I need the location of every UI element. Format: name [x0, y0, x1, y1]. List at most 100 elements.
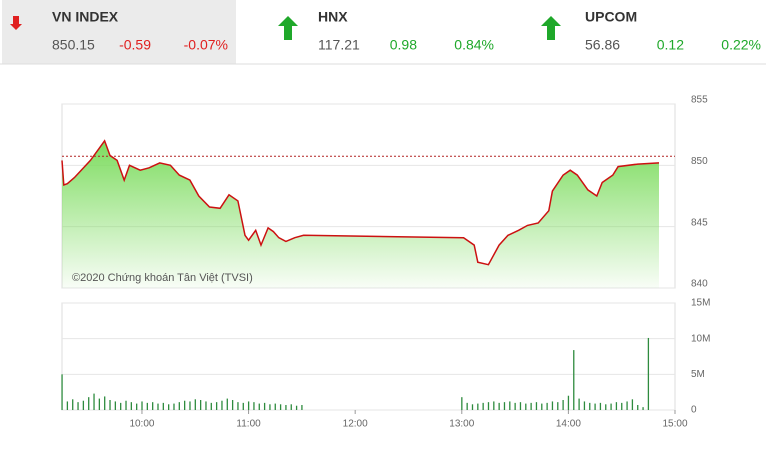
volume-bar	[77, 402, 79, 410]
volume-bar	[263, 402, 266, 410]
volume-bar	[269, 404, 271, 410]
volume-bar	[487, 402, 490, 410]
volume-bar	[125, 400, 127, 410]
volume-bar	[114, 401, 117, 410]
volume-bar	[583, 401, 586, 410]
volume-bar	[205, 401, 207, 410]
volume-bar	[503, 402, 506, 410]
volume-bar	[578, 398, 580, 410]
volume-bar	[295, 405, 298, 410]
volume-bar	[541, 403, 543, 410]
volume-bar	[594, 403, 596, 410]
index-change: 0.98	[390, 37, 417, 53]
volume-bar	[610, 403, 612, 410]
y-tick-label: 840	[691, 279, 708, 290]
volume-bar	[221, 400, 223, 410]
y-tick-label: 0	[691, 405, 697, 416]
y-tick-label: 5M	[691, 369, 705, 380]
x-tick-label: 11:00	[236, 419, 261, 430]
volume-bar	[599, 402, 602, 410]
volume-bar	[525, 403, 527, 410]
price-line	[61, 139, 660, 266]
volume-bar	[61, 374, 63, 410]
volume-bar	[626, 401, 628, 410]
index-change: -0.59	[119, 37, 151, 53]
volume-bar	[184, 400, 186, 410]
y-tick-label: 10M	[691, 333, 710, 344]
charts: 840 845 850 855 ©2020 Chứng khoán Tân Việt (…	[61, 95, 710, 430]
index-box-active[interactable]	[2, 0, 236, 64]
index-name: VN INDEX	[52, 9, 119, 25]
volume-bar	[237, 402, 239, 410]
index-percent: 0.22%	[721, 37, 761, 53]
header: VN INDEX 850.15 -0.59 -0.07% HNX 117.21 0.98 0.…	[52, 9, 761, 53]
x-tick-label: 10:00	[129, 419, 154, 430]
volume-bar	[562, 400, 564, 410]
index-percent: -0.07%	[184, 37, 228, 53]
volume-bar	[530, 402, 532, 410]
volume-bar	[498, 402, 500, 410]
up-arrow	[541, 16, 561, 40]
volume-bar	[301, 405, 303, 410]
volume-bar	[637, 405, 639, 410]
volume-bar	[247, 401, 250, 410]
volume-bar	[98, 398, 101, 410]
volume-bar	[178, 402, 180, 410]
volume-bar	[104, 396, 106, 410]
volume-bar	[189, 401, 191, 410]
volume-bar	[535, 402, 538, 410]
volume-bar	[152, 402, 154, 410]
volume-bar	[231, 400, 234, 410]
volume-bar	[482, 402, 484, 410]
volume-bar	[226, 398, 228, 410]
volume-bar	[157, 403, 159, 410]
volume-bar	[557, 402, 559, 410]
y-tick-label: 850	[691, 156, 708, 167]
volume-bar	[514, 402, 516, 410]
volume-bar	[141, 401, 143, 410]
volume-bar	[631, 399, 634, 410]
volume-bar	[551, 401, 554, 410]
volume-bar	[253, 402, 255, 410]
volume-bar	[285, 405, 287, 410]
volume-bar	[72, 399, 74, 410]
volume-bar	[66, 401, 69, 410]
volume-bar	[621, 402, 623, 410]
index-percent: 0.84%	[454, 37, 494, 53]
volume-bar	[477, 403, 479, 410]
index-name: HNX	[318, 9, 348, 25]
volume-bar	[546, 402, 548, 410]
volume-bar	[589, 402, 591, 410]
x-tick-label: 12:00	[343, 419, 368, 430]
index-name: UPCOM	[585, 9, 637, 25]
volume-bar	[173, 403, 175, 410]
index-change: 0.12	[657, 37, 684, 53]
y-tick-label: 15M	[691, 298, 710, 309]
volume-bar	[647, 337, 650, 410]
volume-bar	[279, 404, 282, 410]
volume-bar	[199, 400, 202, 410]
index-value: 117.21	[318, 37, 360, 53]
volume-bar	[215, 402, 218, 410]
volume-bar	[573, 350, 575, 410]
volume-bar	[493, 401, 495, 410]
volume-bar	[615, 402, 618, 410]
area-fill	[62, 140, 660, 288]
up-arrow	[278, 16, 298, 40]
volume-bar	[274, 403, 276, 410]
volume-bar	[567, 395, 570, 410]
index-value: 56.86	[585, 37, 620, 53]
y-tick-label: 845	[691, 217, 708, 228]
volume-bar	[290, 404, 292, 410]
volume-bar	[605, 404, 607, 410]
volume-bar	[109, 400, 111, 410]
down-arrow	[10, 16, 22, 30]
volume-bar	[88, 397, 90, 410]
volume-bar	[509, 401, 511, 410]
x-tick-label: 13:00	[449, 419, 474, 430]
index-value: 850.15	[52, 37, 95, 53]
volume-bar	[120, 402, 122, 410]
y-tick-label: 855	[691, 95, 708, 106]
